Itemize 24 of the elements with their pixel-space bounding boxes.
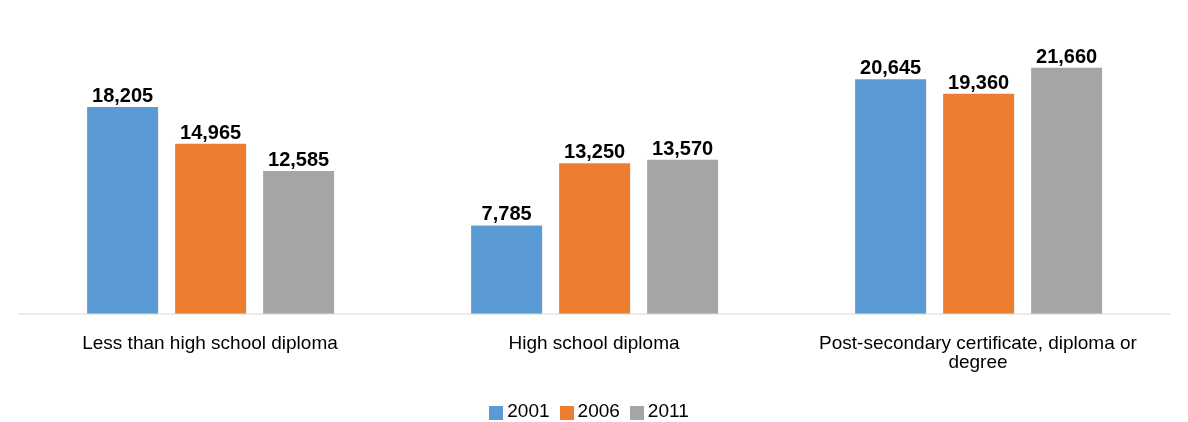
data-label: 14,965 <box>180 120 242 143</box>
legend-label: 2001 <box>507 400 550 421</box>
data-label: 12,585 <box>268 147 330 170</box>
data-label: 21,660 <box>1036 44 1098 67</box>
bar <box>855 79 927 314</box>
bar <box>471 225 543 314</box>
legend-label: 2011 <box>647 400 689 421</box>
data-label: 20,645 <box>860 56 922 79</box>
x-tick-label: Less than high school diploma <box>82 332 339 354</box>
data-label: 13,250 <box>564 140 626 163</box>
bar <box>1031 67 1103 314</box>
bar <box>943 93 1015 314</box>
data-label: 7,785 <box>481 202 532 225</box>
bar <box>263 170 335 314</box>
data-label: 19,360 <box>948 70 1010 93</box>
bar <box>175 143 247 314</box>
bar <box>559 163 631 314</box>
x-tick-label: Post-secondary certificate, diploma or degree <box>819 332 1138 373</box>
x-tick-label: High school diploma <box>508 332 680 354</box>
bar <box>647 159 719 314</box>
data-label: 18,205 <box>92 83 154 106</box>
legend-label: 2006 <box>577 400 620 421</box>
data-label: 13,570 <box>652 136 714 159</box>
bar <box>87 106 159 314</box>
